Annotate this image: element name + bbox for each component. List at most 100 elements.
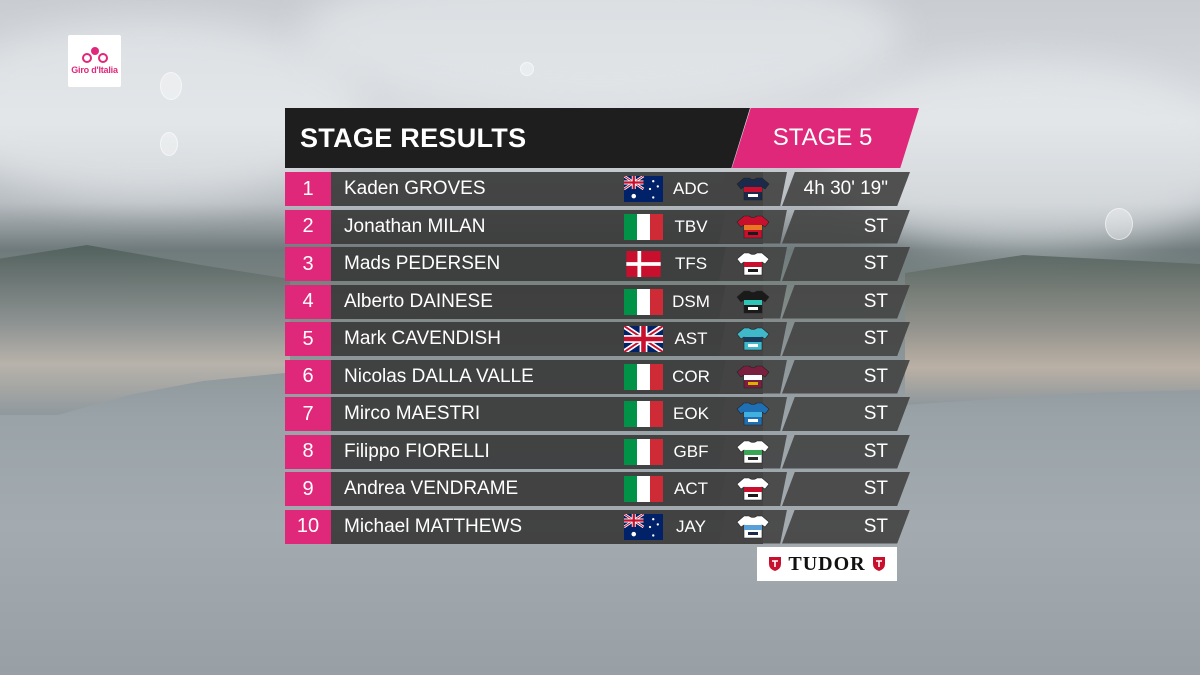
- table-row: 3 Mads PEDERSEN TFS ST: [285, 247, 910, 281]
- position-cell: 7: [285, 397, 331, 431]
- italy-flag: [624, 438, 663, 465]
- table-row: 7 Mirco MAESTRI EOK ST: [285, 397, 910, 431]
- rider-name: Kaden GROVES: [344, 178, 486, 199]
- uk-flag: [624, 326, 663, 352]
- rider-bar: [331, 509, 763, 544]
- position-cell: 2: [285, 209, 331, 244]
- team-code: GBF: [673, 441, 709, 461]
- australia-flag: [624, 176, 663, 202]
- page-title: STAGE RESULTS: [300, 123, 527, 153]
- team-jersey-icon: [719, 172, 787, 206]
- time-cell: 4h 30' 19": [782, 172, 910, 206]
- time-cell: ST: [782, 397, 910, 431]
- finish-time: ST: [863, 290, 888, 312]
- sponsor-name: TUDOR: [788, 552, 866, 575]
- italy-flag: [624, 213, 663, 240]
- finish-time: ST: [863, 328, 888, 349]
- italy-flag: [624, 401, 663, 427]
- time-cell: ST: [782, 359, 910, 394]
- position-cell: 5: [285, 322, 331, 356]
- rider-name: Jonathan MILAN: [344, 215, 486, 237]
- rider-bar: [331, 284, 763, 319]
- italy-flag: [624, 476, 663, 502]
- team-code: ADC: [673, 179, 709, 198]
- rider-name: Filippo FIORELLI: [344, 440, 490, 462]
- position-cell: 1: [285, 172, 331, 206]
- australia-flag: [624, 513, 663, 540]
- rider-bar: [331, 322, 763, 356]
- table-row: 5 Mark CAVENDISH AST ST: [285, 322, 910, 356]
- finish-time: 4h 30' 19": [803, 178, 888, 199]
- team-code: COR: [672, 366, 710, 386]
- team-jersey-icon: [719, 247, 787, 281]
- position-cell: 9: [285, 472, 331, 506]
- rider-name: Nicolas DALLA VALLE: [344, 365, 534, 387]
- denmark-flag: [624, 251, 663, 277]
- rider-bar: [331, 472, 763, 506]
- finish-time: ST: [863, 440, 888, 462]
- position-cell: 6: [285, 359, 331, 394]
- finish-time: ST: [863, 253, 888, 274]
- logo-text: Giro d'Italia: [71, 65, 118, 75]
- table-row: 9 Andrea VENDRAME ACT ST: [285, 472, 910, 506]
- time-cell: ST: [782, 209, 910, 244]
- finish-time: ST: [863, 215, 888, 237]
- position-cell: 8: [285, 434, 331, 469]
- position-cell: 10: [285, 509, 331, 544]
- table-row: 2 Jonathan MILAN TBV ST: [285, 209, 910, 244]
- rider-name: Mirco MAESTRI: [344, 403, 481, 424]
- coastline-right: [905, 255, 1200, 405]
- team-code: AST: [674, 329, 708, 348]
- table-row: 4 Alberto DAINESE DSM ST: [285, 284, 910, 319]
- stage-badge: STAGE 5: [732, 108, 919, 168]
- rider-bar: [331, 247, 763, 281]
- team-jersey-icon: [719, 434, 787, 469]
- shield-icon: [872, 557, 885, 571]
- rider-name: Alberto DAINESE: [344, 290, 493, 312]
- coastline-left: [0, 245, 290, 415]
- rider-name: Andrea VENDRAME: [344, 478, 519, 499]
- stage-label: STAGE 5: [772, 124, 873, 151]
- finish-time: ST: [863, 515, 888, 537]
- team-jersey-icon: [719, 509, 787, 544]
- team-jersey-icon: [719, 322, 787, 356]
- team-code: TBV: [674, 216, 708, 236]
- bicycle-icon: [81, 47, 108, 63]
- team-jersey-icon: [719, 209, 787, 244]
- team-jersey-icon: [719, 359, 787, 394]
- team-code: EOK: [673, 404, 709, 423]
- time-cell: ST: [782, 247, 910, 281]
- italy-flag: [624, 363, 663, 390]
- stage-results-header: [285, 108, 750, 168]
- team-code: JAY: [676, 516, 706, 536]
- rider-bar: [331, 209, 763, 244]
- time-cell: ST: [782, 284, 910, 319]
- team-code: DSM: [672, 291, 710, 311]
- table-row: 6 Nicolas DALLA VALLE COR ST: [285, 359, 910, 394]
- table-row: 8 Filippo FIORELLI GBF ST: [285, 434, 910, 469]
- time-cell: ST: [782, 434, 910, 469]
- giro-ditalia-logo: Giro d'Italia: [68, 35, 121, 87]
- team-jersey-icon: [719, 397, 787, 431]
- team-code: ACT: [674, 479, 708, 498]
- shield-icon: [769, 557, 782, 571]
- rider-name: Michael MATTHEWS: [344, 515, 523, 537]
- finish-time: ST: [863, 478, 888, 499]
- italy-flag: [624, 288, 663, 315]
- time-cell: ST: [782, 509, 910, 544]
- table-row: 1 Kaden GROVES ADC 4h 30' 19": [285, 172, 910, 206]
- rider-bar: [331, 359, 763, 394]
- rider-name: Mark CAVENDISH: [344, 328, 501, 349]
- position-cell: 4: [285, 284, 331, 319]
- rider-name: Mads PEDERSEN: [344, 253, 501, 274]
- tudor-sponsor-logo: TUDOR: [757, 547, 897, 581]
- team-code: TFS: [674, 254, 708, 273]
- time-cell: ST: [782, 322, 910, 356]
- time-cell: ST: [782, 472, 910, 506]
- rider-bar: [331, 397, 763, 431]
- table-row: 10 Michael MATTHEWS JAY ST: [285, 509, 910, 544]
- finish-time: ST: [863, 403, 888, 424]
- position-cell: 3: [285, 247, 331, 281]
- rider-bar: [331, 434, 763, 469]
- rider-bar: [331, 172, 763, 206]
